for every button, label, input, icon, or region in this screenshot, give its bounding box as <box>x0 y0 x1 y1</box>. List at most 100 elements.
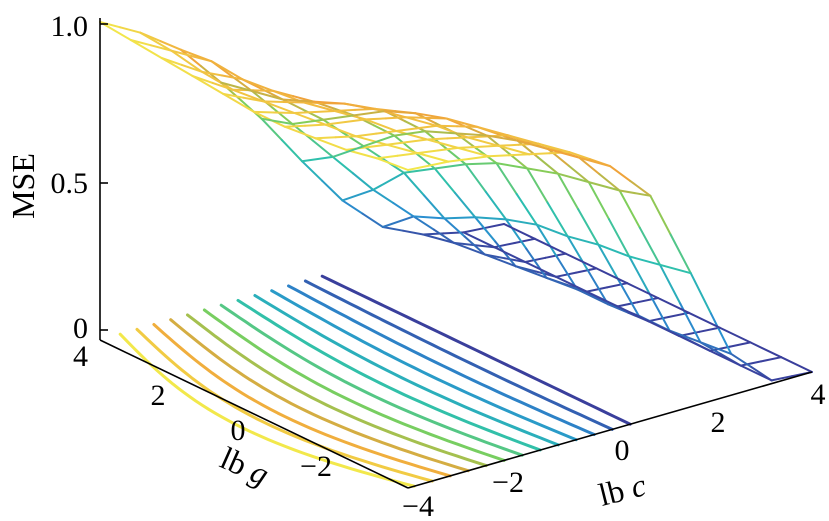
surface-mesh-segment <box>412 215 435 231</box>
g-axis-label-prefix: lb <box>215 440 252 483</box>
z-tick-label: 0 <box>73 312 88 345</box>
surface-mesh-segment <box>395 130 429 141</box>
surface-mesh-segment <box>598 173 621 192</box>
surface-mesh-segment <box>576 288 609 306</box>
surface-mesh-segment <box>376 157 409 171</box>
surface-mesh-segment <box>638 226 661 266</box>
surface-mesh-segment <box>435 124 458 128</box>
surface-mesh-segment <box>463 235 486 256</box>
surface-mesh-segment <box>505 218 528 250</box>
surface-mesh-segment <box>455 132 478 150</box>
surface-mesh-segment <box>482 223 505 230</box>
surface-mesh-segment <box>416 152 450 163</box>
surface-mesh-segment <box>454 191 477 219</box>
surface-mesh-segment <box>447 158 470 163</box>
surface-mesh-segment <box>586 269 609 306</box>
c-axis-label: lbc <box>595 466 649 512</box>
surface-mesh-segment <box>222 92 255 113</box>
surface-mesh-segment <box>303 101 336 112</box>
surface-mesh-segment <box>568 151 591 161</box>
surface-mesh-segment <box>404 120 427 133</box>
surface-mesh-segment <box>376 154 399 160</box>
surface-mesh-segment <box>311 139 334 158</box>
surface-mesh-segment <box>476 125 509 137</box>
surface-mesh-segment <box>372 171 405 191</box>
surface-mesh-segment <box>170 49 203 73</box>
surface-mesh-segment <box>355 132 378 138</box>
surface-mesh-segment <box>547 148 570 167</box>
surface-mesh-segment <box>647 320 681 337</box>
contour-line <box>202 308 506 462</box>
surface-mesh-segment <box>273 111 296 114</box>
surface-mesh-segment <box>291 118 325 125</box>
surface-mesh-segment <box>536 156 559 175</box>
surface-mesh-segment <box>210 60 244 81</box>
surface-mesh-segment <box>649 194 672 236</box>
surface-mesh-segment <box>474 216 507 221</box>
surface-mesh-segment <box>555 275 588 293</box>
surface-mesh-segment <box>426 137 449 141</box>
surface-mesh-segment <box>427 160 450 167</box>
surface-mesh-segment <box>566 235 600 246</box>
c-tick-label: 4 <box>811 378 826 411</box>
surface-mesh-segment <box>170 49 193 57</box>
surface-mesh-segment <box>729 341 752 348</box>
surface-mesh-segment <box>547 148 581 159</box>
contour-line <box>236 298 542 452</box>
surface-mesh-segment <box>262 100 285 103</box>
surface-mesh-segment <box>467 155 490 160</box>
contour-line <box>169 318 470 473</box>
surface-mesh-segment <box>718 326 752 344</box>
surface-mesh-segment <box>435 124 469 139</box>
surface-mesh-segment <box>609 165 632 182</box>
surface-mesh-segment <box>524 261 557 278</box>
surface-mesh-segment <box>375 130 398 135</box>
surface-mesh-segment <box>453 241 486 256</box>
mse-surface-mesh <box>99 21 813 382</box>
surface-mesh-segment <box>179 48 202 68</box>
surface-mesh-segment <box>304 123 327 127</box>
surface-mesh-segment <box>494 240 517 268</box>
surface-mesh-segment <box>119 26 142 34</box>
surface-mesh-segment <box>629 179 652 197</box>
g-axis-line <box>99 339 409 489</box>
surface-mesh-segment <box>493 242 516 249</box>
surface-mesh-segment <box>374 107 407 119</box>
surface-mesh-segment <box>251 90 274 109</box>
surface-mesh-segment <box>393 130 427 137</box>
surface-mesh-segment <box>616 301 639 308</box>
surface-mesh-segment <box>365 143 388 149</box>
surface-mesh-segment <box>260 117 283 141</box>
g-axis-label: lbg <box>215 440 274 493</box>
surface-mesh-segment <box>564 252 598 270</box>
surface-mesh-segment <box>191 74 225 95</box>
surface-mesh-segment <box>313 110 336 113</box>
surface-mesh-segment <box>678 335 711 352</box>
surface-mesh-segment <box>497 144 531 156</box>
surface-mesh-segment <box>314 136 337 140</box>
surface-mesh-segment <box>372 188 395 205</box>
surface-mesh-segment <box>444 146 467 166</box>
surface-mesh-segment <box>495 162 518 195</box>
surface-mesh-segment <box>362 134 396 148</box>
surface-mesh-segment <box>515 192 538 226</box>
surface-mesh-segment <box>283 125 317 140</box>
surface-mesh-segment <box>495 162 529 170</box>
surface-mesh-segment <box>324 121 347 126</box>
surface-mesh-segment <box>414 112 448 120</box>
c-tick-label: −2 <box>492 466 524 499</box>
surface-mesh-segment <box>253 110 276 114</box>
surface-mesh-segment <box>426 138 459 149</box>
surface-mesh-segment <box>385 141 408 146</box>
surface-mesh-segment <box>322 114 355 121</box>
surface-mesh-segment <box>403 167 436 174</box>
surface-mesh-segment <box>384 116 407 120</box>
surface-mesh-segment <box>314 137 348 151</box>
surface-mesh-segment <box>669 233 692 275</box>
surface-mesh-segment <box>648 292 671 332</box>
surface-mesh-segment <box>618 189 641 229</box>
surface-mesh-segment <box>577 208 600 246</box>
surface-mesh-segment <box>445 117 479 128</box>
surface-mesh-segment <box>606 282 629 289</box>
